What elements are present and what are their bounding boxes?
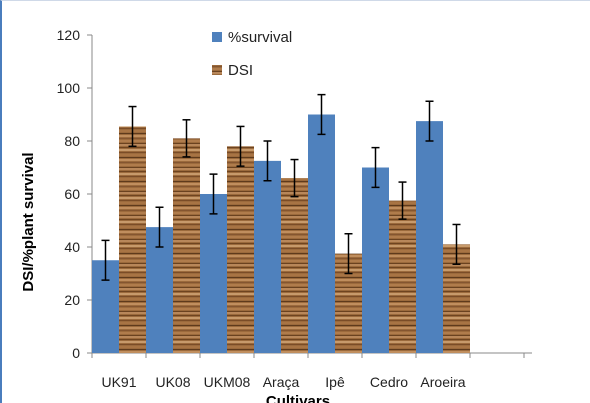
legend-swatch [212,32,222,42]
y-tick-label: 100 [57,80,81,96]
x-tick-label: Araça [263,374,300,390]
y-tick-label: 120 [57,27,81,43]
bar-survival [308,114,335,353]
bar-dsi [173,138,200,353]
legend-label: %survival [228,29,292,46]
legend: %survival DSI [212,29,292,79]
bar-survival [416,121,443,353]
y-tick-label: 40 [64,239,80,255]
bar-survival [200,194,227,353]
x-tick-label: Cedro [370,374,408,390]
legend-swatch [212,65,222,75]
bars-layer [92,114,470,353]
y-tick-label: 0 [72,345,80,361]
bar-survival [146,227,173,353]
x-tick-label: Aroeira [420,374,465,390]
bar-dsi [119,126,146,353]
bar-survival [254,160,281,353]
bar-survival [362,167,389,353]
x-tick-label: Ipê [325,374,345,390]
y-tick-label: 80 [64,133,80,149]
x-tick-label: UK08 [155,374,190,390]
x-tick-label: UKM08 [204,374,251,390]
bar-dsi [389,200,416,353]
y-tick-label: 60 [64,186,80,202]
x-axis-title: Cultivars [266,393,330,403]
y-axis-title: DSI/%plant survival [20,152,37,291]
y-tick-label: 20 [64,292,80,308]
x-axis: UK91 UK08 UKM08 Araça Ipê Cedro Aroeira [91,352,532,390]
y-axis: 0 20 40 60 80 100 120 [57,27,93,361]
legend-label: DSI [228,62,253,79]
bar-dsi [281,178,308,353]
error-bars-layer [101,93,461,281]
bar-dsi [227,146,254,353]
x-tick-label: UK91 [101,374,136,390]
